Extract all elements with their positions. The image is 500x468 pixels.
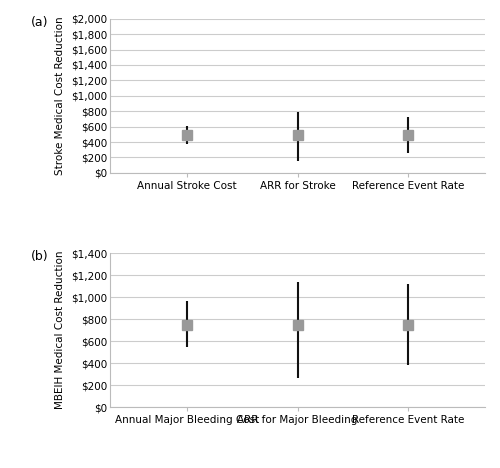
Y-axis label: Stroke Medical Cost Reduction: Stroke Medical Cost Reduction — [56, 16, 66, 175]
Text: (b): (b) — [31, 250, 49, 263]
Y-axis label: MBEIH Medical Cost Reduction: MBEIH Medical Cost Reduction — [56, 251, 66, 410]
Text: (a): (a) — [31, 15, 49, 29]
